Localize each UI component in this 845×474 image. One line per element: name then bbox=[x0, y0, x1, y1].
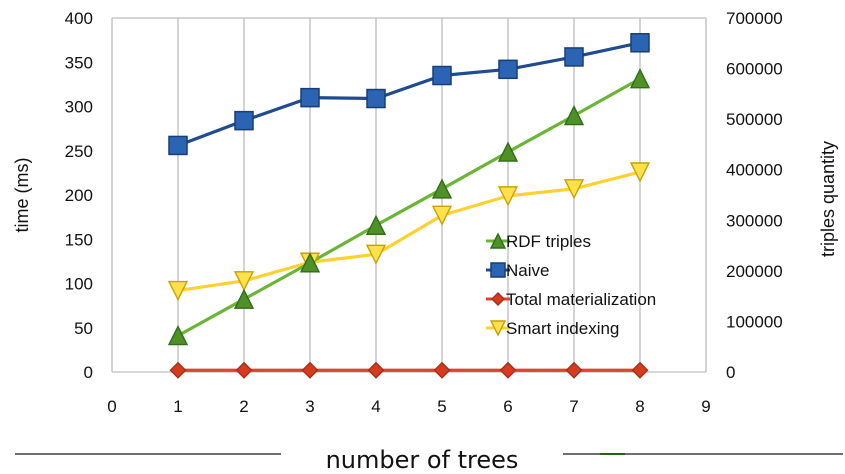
y-right-tick-label-0: 0 bbox=[726, 363, 735, 382]
y-right-tick-label-100000: 100000 bbox=[726, 312, 783, 331]
point-smart-indexing-6 bbox=[497, 186, 519, 207]
legend-marker-smart-indexing bbox=[489, 320, 507, 337]
point-rdf-triples-5 bbox=[431, 178, 453, 199]
point-smart-indexing-5 bbox=[431, 205, 453, 226]
legend-label-smart-indexing: Smart indexing bbox=[506, 319, 619, 338]
y-right-tick-label-500000: 500000 bbox=[726, 110, 783, 129]
y-right-axis-title: triples quantity bbox=[818, 141, 838, 257]
legend-label-rdf-triples: RDF triples bbox=[506, 232, 591, 251]
axis-titles: time (ms) triples quantity number of trees bbox=[12, 141, 843, 474]
series-lines bbox=[176, 41, 642, 372]
point-naive-3 bbox=[300, 87, 320, 108]
point-rdf-triples-1 bbox=[167, 325, 189, 346]
x-axis-title: number of trees bbox=[326, 446, 519, 474]
point-naive-7 bbox=[564, 47, 584, 67]
point-smart-indexing-2 bbox=[233, 271, 255, 292]
point-rdf-triples-8 bbox=[629, 68, 651, 89]
x-tick-label-8: 8 bbox=[635, 397, 644, 416]
point-smart-indexing-1 bbox=[167, 280, 189, 302]
y-left-tick-label-350: 350 bbox=[65, 53, 93, 72]
y-left-tick-label-0: 0 bbox=[84, 363, 93, 382]
point-total-materialization-2 bbox=[235, 361, 253, 379]
point-smart-indexing-8 bbox=[629, 162, 651, 183]
x-tick-label-9: 9 bbox=[701, 397, 710, 416]
x-tick-label-5: 5 bbox=[437, 397, 446, 416]
x-tick-label-4: 4 bbox=[371, 397, 380, 416]
point-total-materialization-5 bbox=[433, 361, 451, 379]
series-line-smart-indexing bbox=[176, 170, 642, 293]
x-tick-label-7: 7 bbox=[569, 397, 578, 416]
y-right-tick-label-600000: 600000 bbox=[726, 60, 783, 79]
y-left-tick-label-200: 200 bbox=[65, 186, 93, 205]
legend: RDF triples Naive Total materialization Sma… bbox=[486, 232, 656, 338]
x-tick-label-2: 2 bbox=[239, 397, 248, 416]
series-line-naive bbox=[176, 41, 642, 148]
point-total-materialization-7 bbox=[565, 361, 583, 379]
legend-label-total-materialization: Total materialization bbox=[506, 290, 656, 309]
y-left-tick-label-150: 150 bbox=[65, 230, 93, 249]
y-right-tick-label-200000: 200000 bbox=[726, 262, 783, 281]
point-rdf-triples-7 bbox=[563, 105, 585, 126]
point-naive-5 bbox=[432, 65, 452, 86]
legend-label-naive: Naive bbox=[506, 261, 549, 280]
y-right-tick-label-400000: 400000 bbox=[726, 161, 783, 180]
point-naive-2 bbox=[234, 110, 254, 131]
point-smart-indexing-7 bbox=[563, 179, 585, 200]
point-total-materialization-4 bbox=[367, 361, 385, 379]
y-left-axis-title: time (ms) bbox=[12, 158, 32, 233]
y-left-tick-label-250: 250 bbox=[65, 142, 93, 161]
point-rdf-triples-4 bbox=[365, 214, 387, 236]
point-naive-1 bbox=[168, 135, 188, 156]
x-tick-label-1: 1 bbox=[173, 397, 182, 416]
legend-marker-total-materialization bbox=[491, 292, 505, 306]
x-tick-label-3: 3 bbox=[305, 397, 314, 416]
y-right-tick-label-300000: 300000 bbox=[726, 211, 783, 230]
y-left-tick-label-300: 300 bbox=[65, 98, 93, 117]
point-naive-8 bbox=[630, 33, 650, 53]
point-smart-indexing-4 bbox=[365, 244, 387, 265]
series-line-rdf-triples bbox=[176, 77, 642, 338]
legend-marker-naive bbox=[490, 262, 506, 278]
x-tick-label-0: 0 bbox=[107, 397, 116, 416]
point-total-materialization-3 bbox=[301, 361, 319, 379]
series-markers bbox=[167, 33, 651, 379]
y-right-tick-label-700000: 700000 bbox=[726, 9, 783, 28]
point-rdf-triples-6 bbox=[497, 141, 519, 162]
point-total-materialization-6 bbox=[499, 361, 517, 379]
legend-marker-rdf-triples bbox=[489, 232, 507, 249]
point-rdf-triples-3 bbox=[299, 252, 321, 273]
axes: 0 1 2 3 4 5 6 7 8 9050100150200250300350400010000… bbox=[65, 9, 783, 416]
point-naive-6 bbox=[498, 59, 518, 80]
point-rdf-triples-2 bbox=[233, 288, 255, 309]
point-total-materialization-8 bbox=[631, 361, 649, 379]
y-left-tick-label-50: 50 bbox=[74, 319, 93, 338]
y-left-tick-label-100: 100 bbox=[65, 275, 93, 294]
point-total-materialization-1 bbox=[169, 361, 187, 379]
point-naive-4 bbox=[366, 88, 386, 109]
y-left-tick-label-400: 400 bbox=[65, 9, 93, 28]
x-tick-label-6: 6 bbox=[503, 397, 512, 416]
